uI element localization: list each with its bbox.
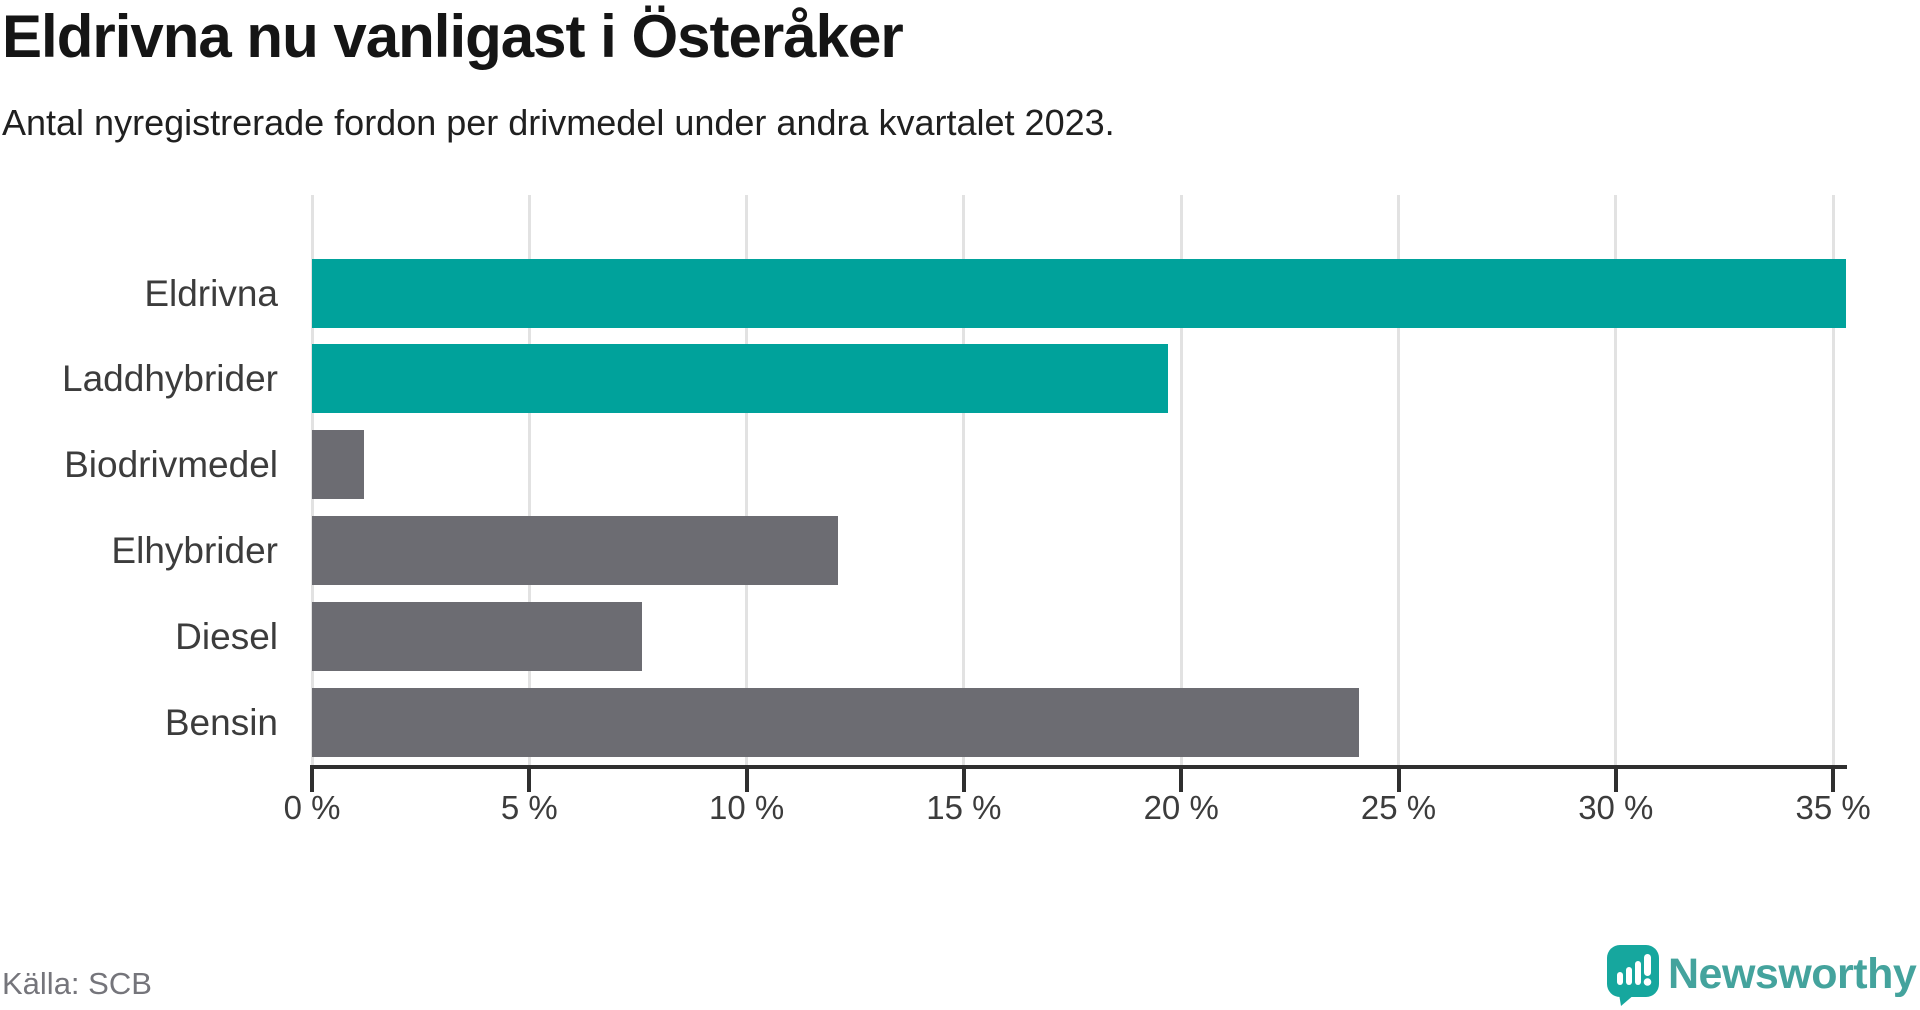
- brand-name: Newsworthy: [1668, 950, 1917, 998]
- gridline: [527, 195, 531, 765]
- tick-label: 5 %: [500, 789, 558, 826]
- chart-title: Eldrivna nu vanligast i Österåker: [2, 3, 904, 70]
- chart-subtitle: Antal nyregistrerade fordon per drivmede…: [2, 102, 1115, 143]
- gridline: [1397, 195, 1400, 765]
- tick-mark: [1179, 765, 1184, 792]
- x-axis-line: [310, 765, 1847, 769]
- newsworthy-icon: [1607, 945, 1659, 1006]
- bar-diesel: [312, 602, 642, 671]
- gridline: [962, 195, 966, 765]
- tick-label: 15 %: [926, 789, 1002, 826]
- source-label: Källa: SCB: [2, 966, 152, 1001]
- bar-laddhybrider: [312, 344, 1168, 413]
- bar-biodrivmedel: [312, 430, 364, 499]
- tick-mark: [527, 765, 532, 792]
- tick-mark: [1396, 765, 1401, 792]
- bar-eldrivna: [312, 259, 1846, 328]
- tick-label: 35 %: [1795, 789, 1871, 826]
- tick-label: 20 %: [1143, 789, 1219, 826]
- tick-mark: [744, 765, 749, 792]
- gridline: [745, 195, 749, 765]
- category-label-diesel: Diesel: [175, 616, 278, 657]
- bar-elhybrider: [312, 516, 838, 585]
- tick-label: 25 %: [1360, 789, 1437, 826]
- gridline: [1179, 195, 1183, 765]
- tick-label: 30 %: [1578, 789, 1654, 826]
- gridline: [1831, 195, 1835, 765]
- bar-bensin: [312, 688, 1359, 757]
- category-label-laddhybrider: Laddhybrider: [62, 358, 278, 399]
- tick-mark: [961, 765, 966, 792]
- tick-label: 0 %: [283, 789, 341, 826]
- newsworthy-logo: Newsworthy: [1606, 944, 1918, 1008]
- gridline: [1614, 195, 1618, 765]
- tick-mark: [1831, 765, 1836, 792]
- category-label-elhybrider: Elhybrider: [111, 530, 278, 571]
- tick-mark: [1613, 765, 1618, 792]
- category-label-biodrivmedel: Biodrivmedel: [64, 444, 278, 485]
- category-label-eldrivna: Eldrivna: [144, 273, 278, 314]
- tick-mark: [310, 765, 314, 792]
- tick-label: 10 %: [708, 789, 785, 826]
- category-label-bensin: Bensin: [164, 702, 278, 743]
